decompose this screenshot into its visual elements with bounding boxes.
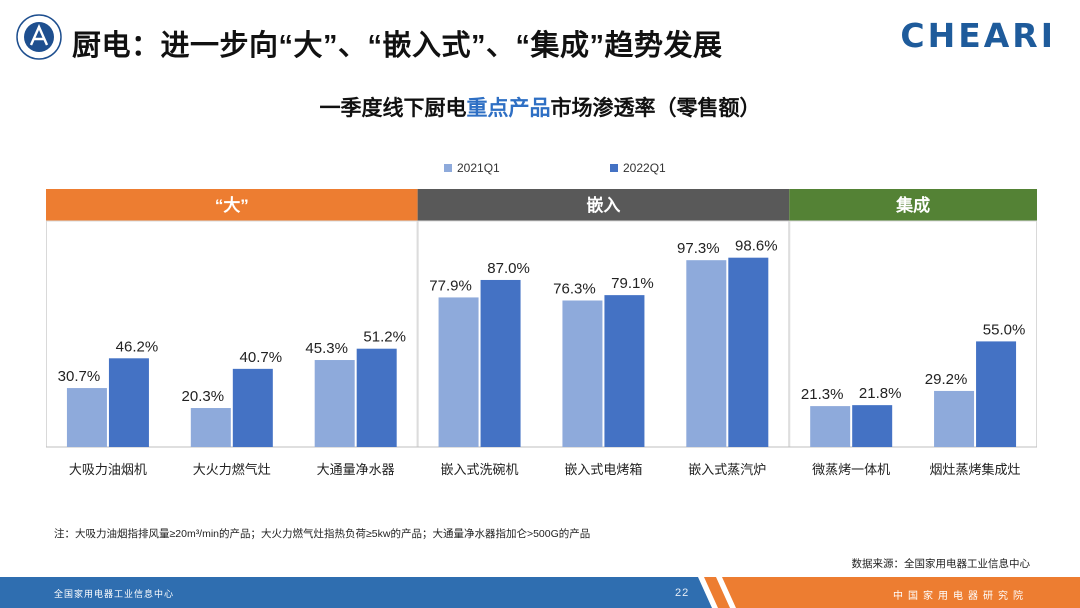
institute-logo <box>16 14 62 60</box>
bar-2021Q1-0 <box>66 388 107 447</box>
value-label-2022Q1-2: 51.2% <box>363 329 406 346</box>
bar-2021Q1-3 <box>438 297 479 447</box>
category-label-3: 嵌入式洗碗机 <box>441 462 519 478</box>
chart-title-part1: 一季度线下厨电 <box>319 97 467 120</box>
category-label-2: 大通量净水器 <box>317 463 395 478</box>
legend-label-2021Q1: 2021Q1 <box>457 161 500 175</box>
bar-2022Q1-4 <box>604 295 645 447</box>
category-label-7: 烟灶蒸烤集成灶 <box>930 462 1021 478</box>
bar-2021Q1-4 <box>562 300 603 447</box>
chart-title: 一季度线下厨电重点产品市场渗透率（零售额） <box>0 92 1080 122</box>
group-header-label-1: 嵌入 <box>586 196 620 215</box>
value-label-2022Q1-0: 46.2% <box>116 338 159 355</box>
bar-2022Q1-0 <box>108 358 149 447</box>
group-header-1 <box>417 189 790 221</box>
penetration-bar-chart: 2021Q1 2022Q1 “大” 嵌入 集成 30.7% 46.2% 大吸力油烟机 20.3%… <box>46 161 1037 478</box>
value-label-2021Q1-5: 97.3% <box>677 240 720 257</box>
bar-2022Q1-7 <box>976 341 1017 447</box>
legend-label-2022Q1: 2022Q1 <box>623 161 666 175</box>
legend-swatch-2022Q1 <box>610 164 618 172</box>
value-label-2022Q1-1: 40.7% <box>240 349 283 366</box>
bar-2021Q1-2 <box>314 360 355 447</box>
bar-2021Q1-7 <box>934 390 975 447</box>
footer-blue-band <box>0 577 712 608</box>
value-label-2021Q1-4: 76.3% <box>553 281 596 298</box>
value-label-2022Q1-4: 79.1% <box>611 275 654 292</box>
brand-logo: CHEARI <box>900 16 1056 55</box>
footer-right-text: 中国家用电器研究院 <box>893 591 1028 602</box>
value-label-2021Q1-0: 30.7% <box>58 368 101 385</box>
category-label-6: 微蒸烤一体机 <box>812 463 890 478</box>
page-number: 22 <box>675 587 690 599</box>
footnote: 注：大吸力油烟指排风量≥20m³/min的产品；大火力燃气灶指热负荷≥5kw的产… <box>54 528 591 540</box>
bar-2021Q1-5 <box>686 260 727 447</box>
chart-title-highlight: 重点产品 <box>466 97 551 120</box>
value-label-2022Q1-3: 87.0% <box>487 260 530 277</box>
chart-title-part2: 市场渗透率（零售额） <box>550 97 761 120</box>
legend-swatch-2021Q1 <box>444 164 452 172</box>
bar-2022Q1-6 <box>852 405 893 447</box>
bar-2022Q1-1 <box>232 368 273 447</box>
value-label-2021Q1-1: 20.3% <box>182 388 225 405</box>
value-label-2021Q1-2: 45.3% <box>305 340 348 357</box>
bar-2022Q1-3 <box>480 279 521 447</box>
value-label-2022Q1-6: 21.8% <box>859 385 902 402</box>
value-label-2021Q1-3: 77.9% <box>429 277 472 294</box>
group-header-label-2: 集成 <box>895 195 930 215</box>
data-source: 数据来源：全国家用电器工业信息中心 <box>851 558 1031 570</box>
page-title: 厨电：进一步向“大”、“嵌入式”、“集成”趋势发展 <box>72 30 723 62</box>
footer-orange-band <box>722 577 1080 608</box>
footer-bar <box>0 577 1080 608</box>
footer-left-text: 全国家用电器工业信息中心 <box>54 590 175 600</box>
category-label-0: 大吸力油烟机 <box>69 463 147 478</box>
category-label-1: 大火力燃气灶 <box>193 462 271 478</box>
group-header-label-0: “大” <box>215 195 249 215</box>
value-label-2022Q1-5: 98.6% <box>735 238 778 255</box>
value-label-2021Q1-6: 21.3% <box>801 386 844 403</box>
value-label-2022Q1-7: 55.0% <box>983 321 1026 338</box>
category-label-5: 嵌入式蒸汽炉 <box>688 463 766 478</box>
bar-2022Q1-5 <box>728 257 769 447</box>
bar-2022Q1-2 <box>356 348 397 447</box>
bar-2021Q1-6 <box>810 406 851 447</box>
group-header-0 <box>46 189 418 221</box>
group-header-2 <box>789 189 1037 221</box>
bar-2021Q1-1 <box>190 408 231 447</box>
category-label-4: 嵌入式电烤箱 <box>564 462 642 478</box>
value-label-2021Q1-7: 29.2% <box>925 371 968 388</box>
footer-orange-stripe <box>704 577 730 608</box>
